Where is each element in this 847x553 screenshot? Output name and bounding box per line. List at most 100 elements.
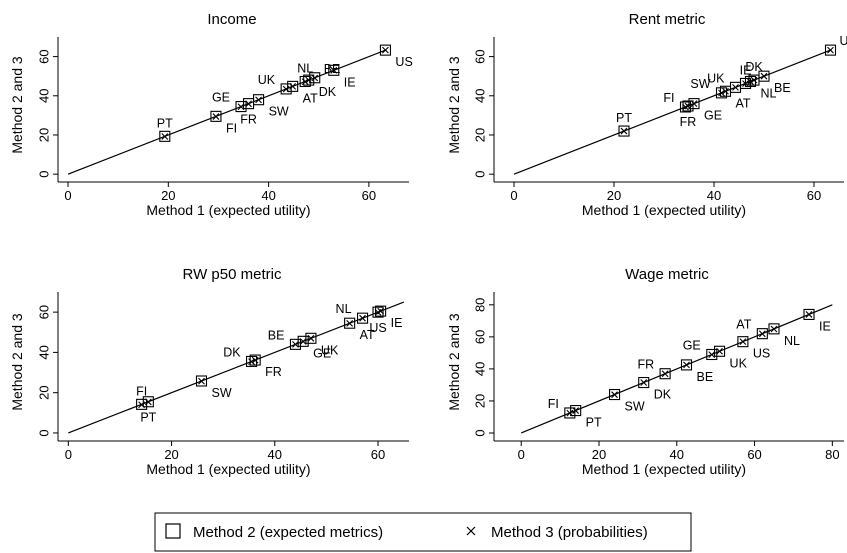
method3-marker-stroke — [330, 66, 338, 74]
x-axis-label: Method 1 (expected utility) — [582, 202, 746, 218]
y-tick-label: 80 — [473, 298, 488, 312]
point-label: AT — [736, 96, 751, 110]
method3-marker-stroke — [827, 46, 834, 54]
method3-marker — [661, 370, 669, 378]
y-tick-label: 20 — [473, 394, 488, 408]
method3-marker-stroke — [305, 76, 313, 84]
method3-marker — [292, 340, 299, 348]
point-label: PT — [586, 416, 602, 430]
point-label: SW — [211, 386, 231, 400]
y-tick-label: 60 — [37, 305, 52, 319]
point-label: FR — [680, 115, 697, 129]
method2-marker — [159, 130, 171, 142]
method3-marker — [359, 314, 366, 322]
method2-marker — [688, 98, 700, 110]
point-label: UK — [730, 356, 748, 370]
equality-line — [513, 49, 832, 175]
legend-x-marker — [466, 526, 476, 536]
panel-title: Rent metric — [629, 11, 706, 28]
method2-marker — [142, 396, 154, 408]
point-label: SW — [690, 77, 710, 91]
method3-marker — [722, 87, 729, 95]
method2-marker — [356, 312, 369, 324]
method2-marker — [824, 44, 837, 56]
y-axis-label: Method 2 and 3 — [446, 56, 462, 154]
point-label: AT — [303, 91, 318, 105]
method3-marker-stroke — [566, 409, 574, 417]
point-label: BE — [774, 81, 791, 95]
point-label: US — [395, 55, 412, 69]
method3-marker-stroke — [708, 351, 716, 359]
x-tick-label: 20 — [161, 188, 175, 203]
y-tick-label: 40 — [473, 362, 488, 376]
x-tick-label: 0 — [510, 188, 517, 203]
point-label: SW — [625, 400, 645, 414]
method2-marker — [564, 407, 576, 419]
method2-marker — [379, 44, 391, 56]
x-tick-label: 20 — [164, 447, 178, 462]
point-label: FR — [265, 365, 282, 379]
point-label: AT — [736, 318, 751, 332]
method3-marker-stroke — [718, 89, 725, 97]
y-tick-label: 60 — [37, 49, 52, 63]
method2-marker — [768, 323, 780, 335]
method3-marker-stroke — [382, 46, 389, 54]
method2-marker — [638, 376, 650, 389]
point-label: DK — [654, 388, 672, 402]
legend-label-method-3: Method 3 (probabilities) — [491, 524, 648, 541]
method2-marker — [570, 405, 582, 417]
panel-3: RW p50 metric 0 20 40 60 0 20 40 60 Method 1 (exp… — [9, 266, 409, 477]
x-tick-label: 60 — [807, 188, 821, 203]
point-label: GE — [313, 346, 331, 360]
method2-marker — [328, 64, 340, 76]
point-label: DK — [745, 60, 763, 74]
y-tick-label: 40 — [37, 345, 52, 359]
method3-marker-stroke — [255, 96, 262, 104]
method3-marker-stroke — [289, 82, 297, 90]
panel-4: Wage metric 0 20 40 60 80 0 20 40 60 80 Method 1 (e… — [446, 266, 844, 477]
panel-title: Income — [207, 11, 256, 28]
method2-marker — [210, 110, 222, 122]
x-tick-label: 60 — [747, 447, 761, 462]
y-tick-label: 60 — [473, 330, 488, 344]
method3-marker — [377, 307, 384, 315]
method3-marker-stroke — [346, 320, 354, 327]
method3-marker-stroke — [739, 338, 747, 346]
point-label: BE — [697, 370, 714, 384]
method3-marker-stroke — [750, 76, 758, 84]
y-tick-label: 0 — [473, 429, 488, 436]
method3-marker — [305, 76, 313, 84]
method3-marker — [299, 338, 307, 345]
x-axis-label: Method 1 (expected utility) — [146, 461, 310, 477]
method3-marker-stroke — [212, 113, 220, 120]
method3-marker-stroke — [307, 334, 315, 342]
point-label: NL — [784, 334, 800, 348]
method3-marker — [716, 347, 723, 355]
equality-line — [520, 304, 833, 434]
method3-marker — [758, 330, 766, 338]
point-label: US — [840, 34, 847, 48]
point-label: FI — [663, 91, 674, 105]
method2-marker — [309, 72, 321, 84]
point-label: NL — [761, 86, 777, 100]
point-label: DK — [223, 345, 241, 359]
method2-marker — [714, 345, 726, 357]
x-tick-label: 40 — [268, 447, 282, 462]
method3-marker-stroke — [661, 370, 669, 378]
method2-marker — [305, 332, 317, 344]
method3-marker — [683, 361, 690, 369]
method3-marker — [346, 320, 354, 327]
y-tick-label: 0 — [473, 171, 488, 178]
method3-marker — [611, 391, 618, 399]
method3-marker — [245, 100, 252, 108]
method2-marker — [679, 101, 692, 113]
point-label: AT — [360, 328, 375, 342]
method3-marker-stroke — [611, 391, 618, 399]
method3-marker — [251, 356, 259, 364]
point-label: FI — [548, 397, 559, 411]
y-tick-label: 20 — [37, 385, 52, 399]
method2-marker — [737, 336, 749, 348]
y-axis-label: Method 2 and 3 — [446, 313, 462, 411]
method2-marker — [758, 70, 770, 82]
